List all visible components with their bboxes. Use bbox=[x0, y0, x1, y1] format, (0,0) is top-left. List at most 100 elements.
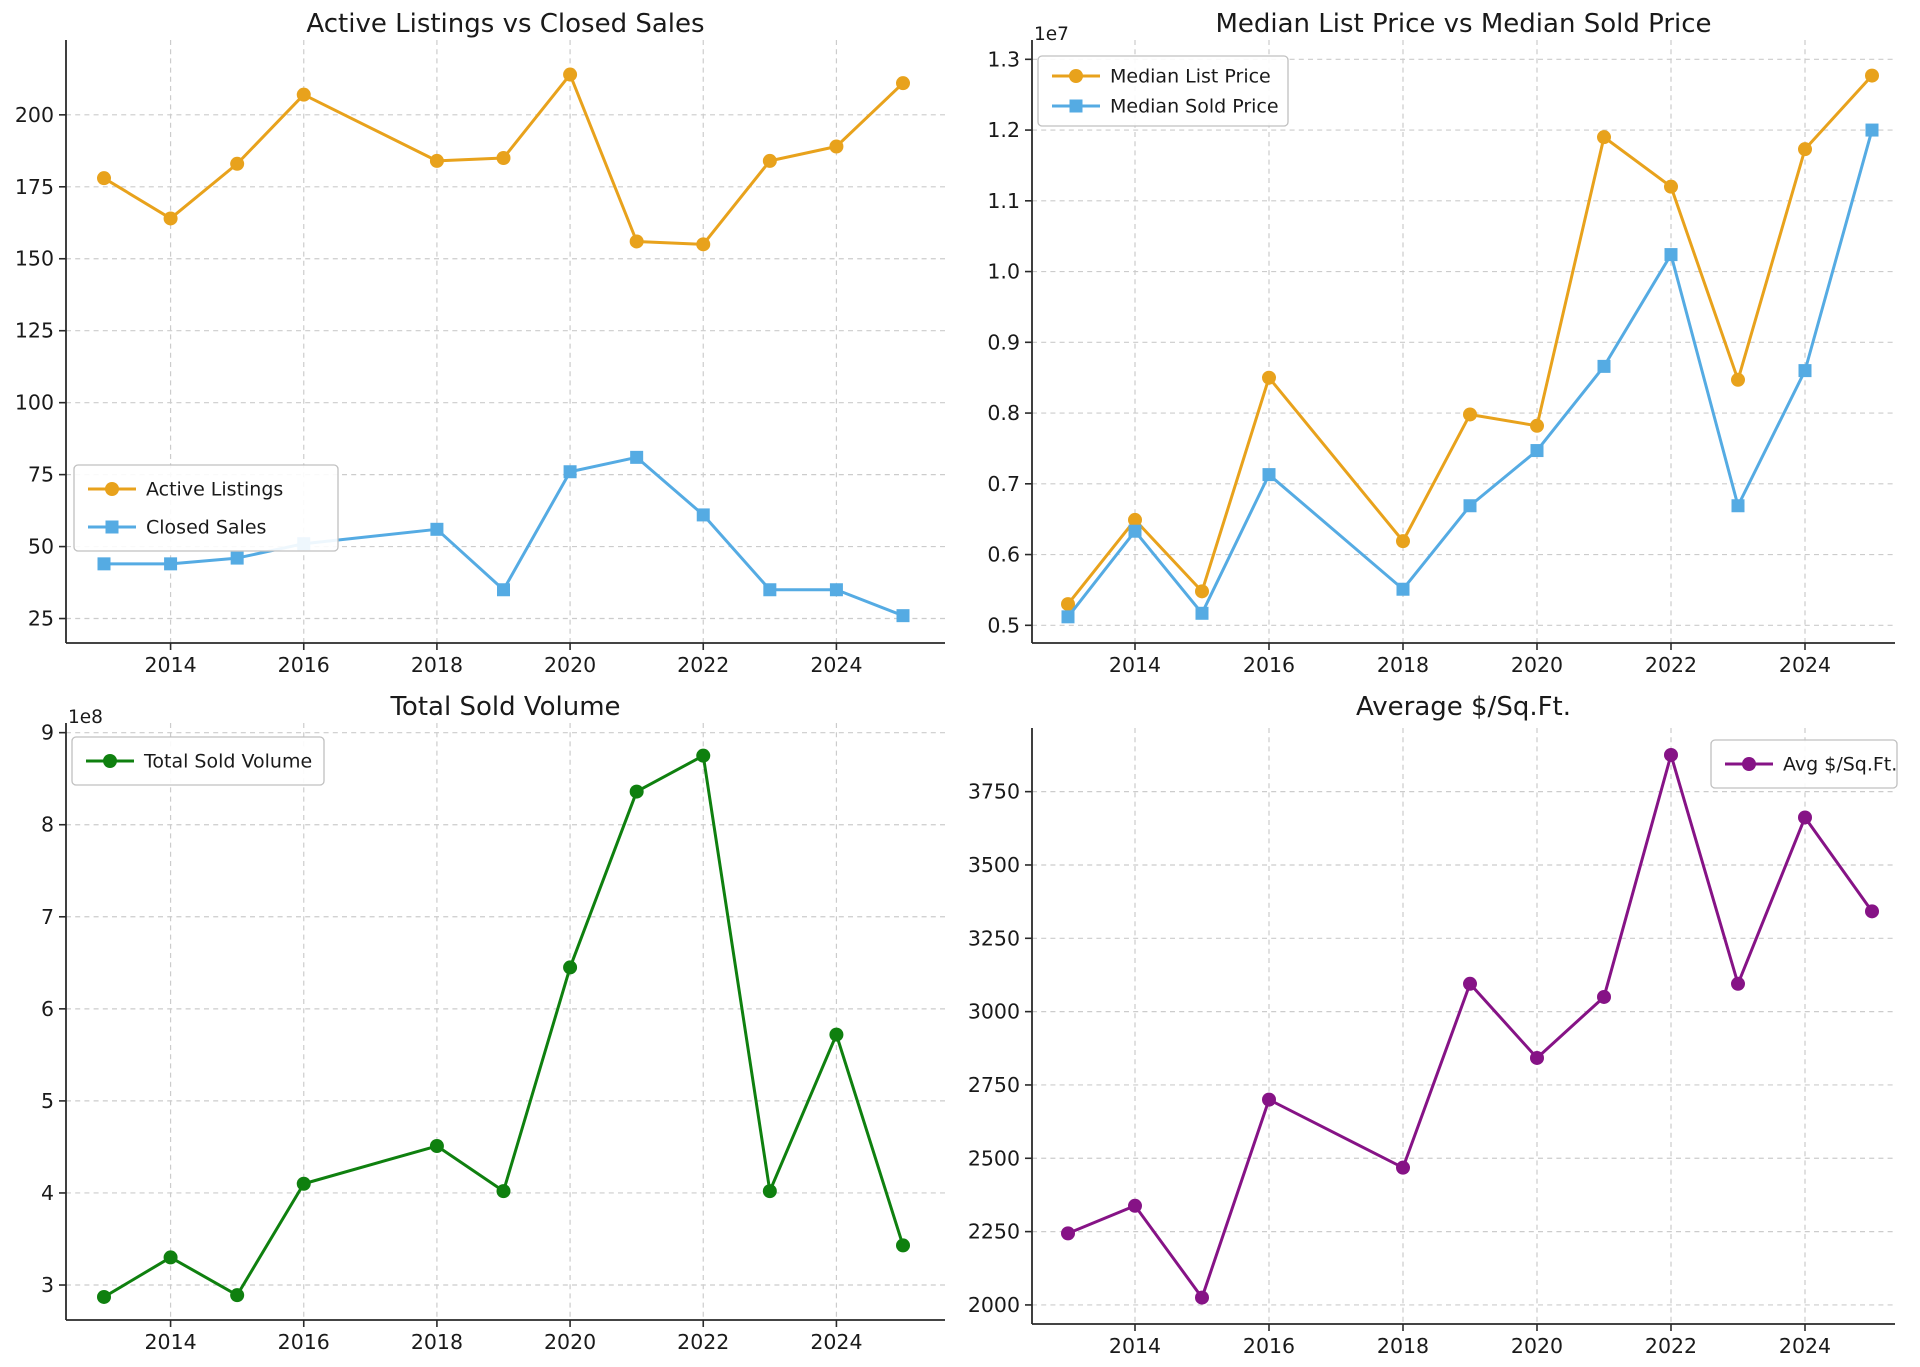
legend-entry: Median List Price bbox=[1052, 66, 1271, 88]
y-tick-label: 7 bbox=[41, 905, 54, 929]
chart-list-vs-sold-price: Median List Price vs Median Sold Price 2… bbox=[960, 0, 1920, 683]
y-tick-label: 175 bbox=[15, 175, 54, 199]
series-avg-sq-ft bbox=[1061, 747, 1879, 1305]
data-point-marker bbox=[97, 1289, 111, 1304]
y-tick-label: 2750 bbox=[968, 1073, 1020, 1097]
data-point-marker bbox=[1865, 123, 1879, 137]
x-tick-label: 2018 bbox=[411, 1330, 463, 1354]
data-point-marker bbox=[1061, 1226, 1075, 1241]
axes: 2014 2016 2018 2020 2022 2024 0.5 0.6 0.7 0.8 0.9 1… bbox=[987, 24, 1895, 677]
data-point-marker bbox=[496, 1184, 511, 1199]
series-line bbox=[1066, 753, 1874, 1300]
data-point-marker bbox=[1396, 582, 1410, 596]
data-point-marker bbox=[230, 156, 245, 171]
data-point-marker bbox=[296, 1176, 311, 1191]
data-point-marker bbox=[97, 171, 111, 186]
data-point-marker bbox=[896, 1238, 910, 1253]
data-point-marker bbox=[1865, 904, 1879, 919]
data-point-marker bbox=[429, 1139, 444, 1154]
axes: 2014 2016 2018 2020 2022 2024 2000 2250 2500 2750… bbox=[968, 728, 1895, 1358]
data-point-marker bbox=[163, 211, 178, 226]
y-tick-label: 200 bbox=[15, 103, 54, 127]
axis-offset-label: 1e8 bbox=[68, 707, 103, 728]
x-tick-label: 2024 bbox=[1779, 1334, 1831, 1358]
legend: Active Listings Closed Sales bbox=[73, 464, 339, 552]
data-point-marker bbox=[1195, 606, 1209, 620]
y-tick-label: 0.5 bbox=[987, 613, 1020, 637]
data-point-marker bbox=[1530, 444, 1544, 458]
data-point-marker bbox=[430, 522, 444, 536]
data-point-marker bbox=[762, 153, 777, 168]
data-point-marker bbox=[1262, 370, 1276, 385]
legend: Total Sold Volume bbox=[71, 736, 325, 786]
series-line bbox=[102, 455, 905, 618]
legend-sample-marker bbox=[1742, 757, 1756, 771]
axis-offset-label: 1e7 bbox=[1034, 24, 1069, 45]
series-active-listings bbox=[97, 67, 910, 252]
data-point-marker bbox=[896, 76, 910, 91]
data-point-marker bbox=[896, 609, 910, 623]
data-point-marker bbox=[1865, 68, 1879, 83]
data-point-marker bbox=[829, 139, 844, 154]
data-point-marker bbox=[763, 583, 777, 597]
x-tick-label: 2020 bbox=[544, 653, 596, 677]
legend-box bbox=[1037, 55, 1289, 127]
y-tick-label: 2000 bbox=[968, 1293, 1020, 1317]
y-tick-label: 25 bbox=[28, 607, 54, 631]
data-point-marker bbox=[1262, 468, 1276, 482]
series-median-sold-price bbox=[1061, 123, 1879, 624]
chart-total-sold-volume: Total Sold Volume 2014 2016 2018 2020 2022 20… bbox=[0, 683, 960, 1367]
y-tick-label: 125 bbox=[15, 319, 54, 343]
x-tick-label: 2016 bbox=[278, 653, 330, 677]
legend-entry: Total Sold Volume bbox=[86, 751, 312, 773]
x-tick-label: 2014 bbox=[144, 653, 196, 677]
x-tick-label: 2018 bbox=[1377, 653, 1429, 677]
series-line bbox=[1066, 74, 1874, 606]
data-point-marker bbox=[1597, 359, 1611, 373]
x-tick-label: 2020 bbox=[1511, 1334, 1563, 1358]
data-point-marker bbox=[1798, 142, 1812, 157]
data-point-marker bbox=[829, 1027, 844, 1042]
y-tick-label: 75 bbox=[28, 463, 54, 487]
x-tick-label: 2020 bbox=[1511, 653, 1563, 677]
data-point-marker bbox=[1731, 372, 1745, 387]
legend-sample-marker bbox=[103, 754, 117, 768]
data-point-marker bbox=[1798, 810, 1812, 825]
y-tick-label: 5 bbox=[41, 1089, 54, 1113]
data-point-marker bbox=[1128, 512, 1142, 527]
y-tick-label: 0.9 bbox=[987, 330, 1020, 354]
legend-box bbox=[73, 464, 339, 552]
data-point-marker bbox=[563, 67, 578, 82]
grid bbox=[1032, 40, 1895, 643]
data-point-marker bbox=[97, 557, 111, 571]
legend-label: Total Sold Volume bbox=[143, 751, 312, 773]
data-point-marker bbox=[1396, 534, 1410, 549]
total-sold-volume-plot: 2014 2016 2018 2020 2022 2024 3 4 5 6 7 8 9 1e8 Total … bbox=[41, 707, 945, 1354]
legend-entry: Median Sold Price bbox=[1052, 96, 1279, 118]
y-tick-label: 0.8 bbox=[987, 401, 1020, 425]
series-total-sold-volume bbox=[97, 748, 910, 1304]
x-tick-label: 2018 bbox=[1377, 1334, 1429, 1358]
legend-label: Median List Price bbox=[1110, 66, 1271, 88]
x-tick-label: 2016 bbox=[1243, 1334, 1295, 1358]
data-point-marker bbox=[696, 508, 710, 522]
data-point-marker bbox=[696, 237, 711, 252]
chart-avg-price-per-sqft: Average $/Sq.Ft. 2014 2016 2018 2020 2022 202… bbox=[960, 683, 1920, 1367]
data-point-marker bbox=[563, 465, 577, 479]
series-line bbox=[102, 73, 905, 246]
y-tick-label: 3250 bbox=[968, 926, 1020, 950]
x-tick-label: 2018 bbox=[411, 653, 463, 677]
data-point-marker bbox=[164, 557, 178, 571]
data-point-marker bbox=[1731, 976, 1745, 991]
data-point-marker bbox=[1061, 597, 1075, 612]
data-point-marker bbox=[1262, 1092, 1276, 1107]
axes: 2014 2016 2018 2020 2022 2024 3 4 5 6 7 8 9 1e8 bbox=[41, 707, 945, 1354]
legend-label: Active Listings bbox=[146, 479, 283, 501]
data-point-marker bbox=[1731, 499, 1745, 513]
legend-sample-marker bbox=[105, 520, 119, 534]
data-point-marker bbox=[1061, 610, 1075, 624]
data-point-marker bbox=[497, 583, 510, 597]
chart-title: Median List Price vs Median Sold Price bbox=[1215, 9, 1712, 39]
active-vs-closed-plot: 2014 2016 2018 2020 2022 2024 25 50 75 100 125 150 1… bbox=[15, 40, 945, 677]
